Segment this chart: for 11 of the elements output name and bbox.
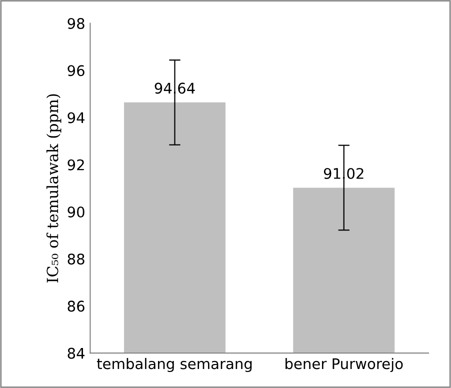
y-tick-label: 90: [68, 206, 84, 218]
y-tick-label: 86: [68, 300, 84, 312]
y-tick-label: 92: [68, 159, 84, 170]
y-tick-label: 88: [68, 254, 84, 265]
y-tick-label: 98: [68, 18, 84, 30]
y-axis-title: IC₅₀ of temulawak (ppm): [46, 94, 62, 282]
x-tick-label: bener Purworejo: [286, 358, 403, 372]
y-tick-label: 84: [68, 348, 85, 359]
y-tick-label: 94: [68, 112, 85, 124]
x-tick-label: tembalang semarang: [96, 358, 252, 372]
y-tick-label: 96: [68, 65, 84, 76]
